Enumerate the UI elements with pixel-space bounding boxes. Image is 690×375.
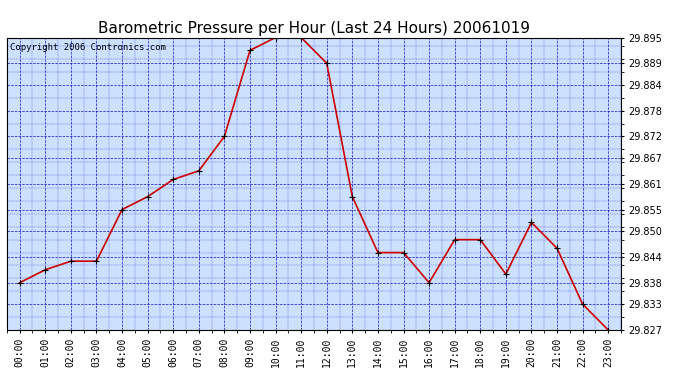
Title: Barometric Pressure per Hour (Last 24 Hours) 20061019: Barometric Pressure per Hour (Last 24 Ho… bbox=[98, 21, 530, 36]
Text: Copyright 2006 Contronics.com: Copyright 2006 Contronics.com bbox=[10, 44, 166, 52]
